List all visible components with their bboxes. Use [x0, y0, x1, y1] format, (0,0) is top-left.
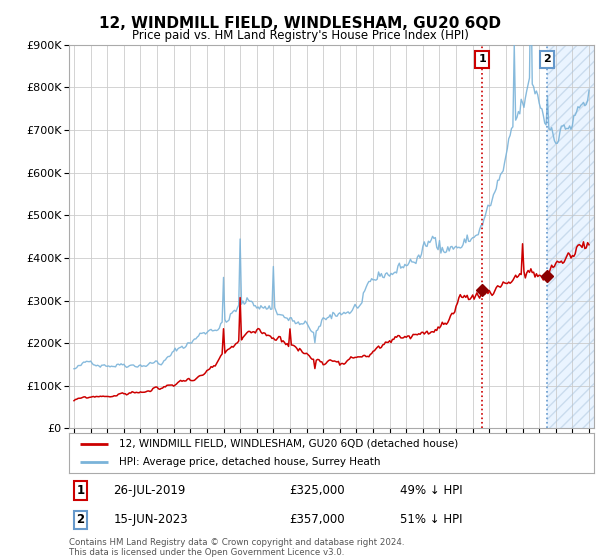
Text: 1: 1: [76, 484, 85, 497]
Text: 15-JUN-2023: 15-JUN-2023: [113, 513, 188, 526]
Text: 49% ↓ HPI: 49% ↓ HPI: [400, 484, 463, 497]
Text: 51% ↓ HPI: 51% ↓ HPI: [400, 513, 462, 526]
Text: Contains HM Land Registry data © Crown copyright and database right 2024.
This d: Contains HM Land Registry data © Crown c…: [69, 538, 404, 557]
Text: £357,000: £357,000: [290, 513, 345, 526]
Text: 1: 1: [478, 54, 486, 64]
Bar: [547, 45, 598, 428]
Bar: [547, 45, 598, 428]
Text: Price paid vs. HM Land Registry's House Price Index (HPI): Price paid vs. HM Land Registry's House …: [131, 29, 469, 42]
Text: 2: 2: [543, 54, 551, 64]
Text: 2: 2: [76, 513, 85, 526]
Text: £325,000: £325,000: [290, 484, 345, 497]
Text: HPI: Average price, detached house, Surrey Heath: HPI: Average price, detached house, Surr…: [119, 458, 380, 467]
Text: 26-JUL-2019: 26-JUL-2019: [113, 484, 186, 497]
Text: 12, WINDMILL FIELD, WINDLESHAM, GU20 6QD (detached house): 12, WINDMILL FIELD, WINDLESHAM, GU20 6QD…: [119, 439, 458, 449]
Text: 12, WINDMILL FIELD, WINDLESHAM, GU20 6QD: 12, WINDMILL FIELD, WINDLESHAM, GU20 6QD: [99, 16, 501, 31]
